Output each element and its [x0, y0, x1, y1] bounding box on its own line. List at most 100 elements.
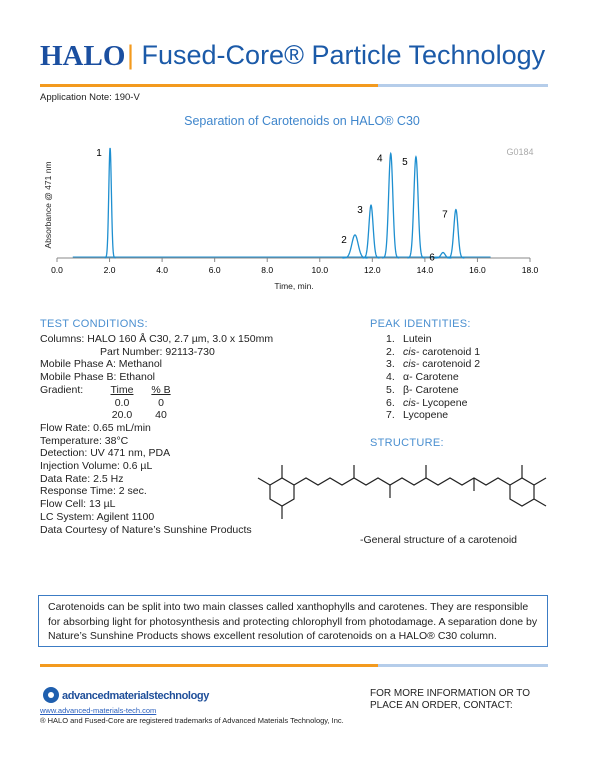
peak-item: 4. α- Carotene — [386, 371, 480, 384]
peak — [407, 155, 425, 259]
x-tick-label: 6.0 — [209, 265, 221, 275]
peak-label: 3 — [357, 205, 363, 216]
peak-prefix: cis- — [403, 396, 420, 409]
peak-prefix: cis- — [403, 358, 420, 371]
gradient-cell: 0 — [158, 396, 164, 409]
condition-line: Part Number: 92113-730 — [100, 345, 215, 358]
peak-name: Lycopene — [422, 396, 468, 409]
x-tick-label: 12.0 — [364, 265, 381, 275]
chromatogram: Separation of Carotenoids on HALO® C30 G… — [43, 114, 539, 291]
gradient-header: Time — [110, 383, 134, 396]
gradient-header: % B — [151, 383, 171, 396]
divider: | — [127, 40, 142, 70]
logo: HALO — [40, 40, 126, 72]
x-tick-label: 16.0 — [469, 265, 486, 275]
summary-box: Carotenoids can be split into two main c… — [38, 595, 548, 647]
gradient-cell: 0.0 — [114, 396, 130, 409]
chart-title: Separation of Carotenoids on HALO® C30 — [184, 114, 420, 128]
gradient-row: Gradient: Time % B — [40, 384, 340, 397]
structure-heading: STRUCTURE: — [370, 437, 444, 449]
rule-blue-2 — [378, 664, 548, 667]
url[interactable]: www.advanced-materials-tech.com — [40, 706, 157, 715]
peak-list: 1. Lutein 2. cis- carotenoid 1 3. cis- carote… — [386, 333, 480, 422]
header-title: | Fused-Core® Particle Technology — [127, 40, 545, 71]
condition-line: Temperature: 38°C — [40, 434, 129, 447]
peak-label: 2 — [341, 235, 347, 246]
condition-line: Response Time: 2 sec. — [40, 485, 147, 498]
contact: FOR MORE INFORMATION OR TO PLACE AN ORDE… — [370, 688, 530, 711]
peak-item: 7. Lycopene — [386, 409, 480, 422]
y-axis-label: Absorbance @ 471 nm — [43, 161, 53, 248]
condition-line: Detection: UV 471 nm, PDA — [40, 447, 171, 460]
peak — [104, 147, 116, 259]
gradient-table: Gradient: Time% B 0.0 0 20.0 40 — [40, 384, 340, 422]
gradient-row: 0.0 0 — [40, 397, 340, 410]
peak-name: carotenoid 1 — [422, 345, 481, 358]
peak-number: 2. — [386, 345, 395, 358]
peak-label: 6 — [429, 253, 435, 264]
company-name: advancedmaterialstechnology — [62, 690, 209, 702]
app-note: Application Note: 190-V — [40, 92, 140, 103]
condition-line: Mobile Phase A: Methanol — [40, 358, 162, 371]
gradient-spacer — [40, 409, 98, 422]
peak-number: 7. — [386, 409, 395, 422]
peak-item: 6. cis- Lycopene — [386, 397, 480, 410]
peak-name: carotenoid 2 — [422, 358, 481, 371]
peak-number: 6. — [386, 396, 395, 409]
peak-number: 5. — [386, 383, 395, 396]
x-tick-label: 18.0 — [522, 265, 539, 275]
peak-name: α- Carotene — [403, 371, 459, 384]
title-text: Fused-Core® Particle Technology — [141, 40, 546, 70]
x-tick-label: 8.0 — [261, 265, 273, 275]
peak-item: 1. Lutein — [386, 333, 480, 346]
condition-line: LC System: Agilent 1100 — [40, 510, 155, 523]
peak-label: 4 — [377, 154, 383, 165]
x-tick-label: 2.0 — [104, 265, 116, 275]
peak — [362, 204, 380, 259]
peaks-heading: PEAK IDENTITIES: — [370, 318, 471, 330]
x-tick-label: 14.0 — [417, 265, 434, 275]
gradient-cell: 20.0 — [111, 409, 133, 422]
gradient-spacer — [40, 397, 98, 410]
condition-line: Injection Volume: 0.6 µL — [40, 460, 153, 473]
structure-drawing — [257, 465, 547, 519]
gradient-cell: 40 — [155, 409, 167, 422]
test-heading: TEST CONDITIONS: — [40, 318, 148, 330]
trademark: ® HALO and Fused-Core are registered tra… — [40, 716, 344, 725]
peak — [447, 208, 465, 259]
peak-label: 1 — [96, 148, 102, 159]
test-conditions: Columns: HALO 160 Å C30, 2.7 µm, 3.0 x 1… — [40, 333, 340, 536]
condition-line: Flow Rate: 0.65 mL/min — [40, 421, 151, 434]
peak-item: 3. cis- carotenoid 2 — [386, 358, 480, 371]
peak-item: 5. β- Carotene — [386, 384, 480, 397]
gradient-row: 20.0 40 — [40, 409, 340, 422]
peak-number: 3. — [386, 358, 395, 371]
peak-name: β- Carotene — [403, 383, 459, 396]
peak-label: 5 — [402, 157, 408, 168]
peak-item: 2. cis- carotenoid 1 — [386, 346, 480, 359]
condition-line: Mobile Phase B: Ethanol — [40, 371, 155, 384]
rule-orange — [40, 84, 378, 87]
x-tick-label: 10.0 — [312, 265, 329, 275]
structure-caption: -General structure of a carotenoid — [360, 534, 517, 546]
x-axis-label: Time, min. — [274, 281, 313, 291]
condition-line: Data Rate: 2.5 Hz — [40, 472, 124, 485]
company-icon — [43, 687, 59, 703]
x-tick-label: 4.0 — [156, 265, 168, 275]
peak-prefix: cis- — [403, 345, 420, 358]
condition-line: Data Courtesy of Nature’s Sunshine Produ… — [40, 523, 252, 536]
x-tick-label: 0.0 — [51, 265, 63, 275]
condition-line: Columns: HALO 160 Å C30, 2.7 µm, 3.0 x 1… — [40, 333, 274, 345]
gradient-header: Gradient: — [40, 383, 84, 396]
chart-code: G0184 — [506, 147, 533, 157]
condition-line: Flow Cell: 13 µL — [40, 498, 116, 511]
peak-number: 1. — [386, 333, 395, 345]
peak-name: Lutein — [403, 333, 432, 345]
peak-name: Lycopene — [403, 409, 449, 422]
rule-blue — [378, 84, 548, 87]
peak-label: 7 — [442, 210, 448, 221]
peak — [382, 151, 400, 259]
peak-number: 4. — [386, 371, 395, 384]
rule-orange-2 — [40, 664, 378, 667]
